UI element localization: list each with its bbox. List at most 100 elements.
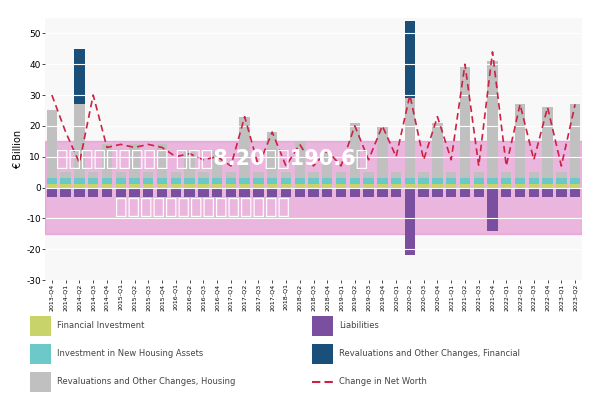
Bar [116, 184, 126, 188]
Text: 空完美下行，日内继续看低一线: 空完美下行，日内继续看低一线 [115, 197, 290, 217]
Bar [102, 144, 112, 178]
Bar [377, 188, 388, 197]
Bar [226, 184, 236, 188]
Bar [501, 178, 511, 184]
Bar [170, 172, 181, 178]
Bar [460, 188, 470, 197]
Bar [143, 184, 154, 188]
Bar [336, 172, 346, 178]
Bar [184, 178, 195, 184]
Bar [88, 184, 98, 188]
Bar [212, 178, 222, 184]
Bar [212, 184, 222, 188]
Bar [432, 178, 443, 184]
Bar [130, 144, 140, 178]
Bar [295, 178, 305, 184]
Bar [170, 188, 181, 197]
Text: Liabilities: Liabilities [339, 322, 379, 330]
Bar [308, 184, 319, 188]
Bar [350, 178, 360, 184]
Bar [336, 188, 346, 197]
Bar [432, 123, 443, 178]
Bar [45, 141, 582, 234]
Bar [116, 178, 126, 184]
Bar [116, 172, 126, 178]
Bar [460, 67, 470, 178]
Bar [226, 172, 236, 178]
Bar [529, 178, 539, 184]
Bar [239, 184, 250, 188]
Bar [446, 172, 457, 178]
Bar [460, 178, 470, 184]
Bar [487, 61, 497, 178]
Bar [267, 184, 277, 188]
Bar [253, 178, 263, 184]
Bar [501, 188, 511, 197]
Bar [529, 172, 539, 178]
Bar [473, 172, 484, 178]
Bar [515, 178, 525, 184]
Bar [377, 126, 388, 178]
Bar [308, 172, 319, 178]
Bar [61, 178, 71, 184]
Bar [515, 184, 525, 188]
Bar [130, 188, 140, 197]
Bar [184, 150, 195, 178]
Text: Change in Net Worth: Change in Net Worth [339, 378, 427, 386]
Bar [143, 188, 154, 197]
Bar [226, 178, 236, 184]
Bar [473, 178, 484, 184]
Bar [446, 188, 457, 197]
Bar [473, 184, 484, 188]
Bar [501, 184, 511, 188]
Bar [308, 178, 319, 184]
Bar [212, 150, 222, 178]
Bar [281, 188, 291, 197]
Bar [157, 178, 167, 184]
Bar [61, 188, 71, 197]
Bar [308, 188, 319, 197]
Bar [405, 184, 415, 188]
Bar [350, 184, 360, 188]
Bar [336, 178, 346, 184]
Bar [364, 184, 374, 188]
Bar [143, 172, 154, 178]
Bar [170, 184, 181, 188]
Bar [432, 184, 443, 188]
Text: 股票杠杆哪里可以做 金宝：8.20锅日190.6上: 股票杠杆哪里可以做 金宝：8.20锅日190.6上 [56, 150, 368, 170]
Bar [157, 144, 167, 178]
Bar [74, 184, 85, 188]
Bar [198, 188, 209, 197]
Bar [446, 184, 457, 188]
Bar [281, 172, 291, 178]
Bar [253, 188, 263, 197]
Bar [267, 132, 277, 178]
Bar [405, 188, 415, 255]
Bar [239, 188, 250, 197]
Bar [473, 188, 484, 197]
Bar [281, 184, 291, 188]
Bar [487, 178, 497, 184]
Bar [364, 178, 374, 184]
Bar [336, 184, 346, 188]
Bar [198, 172, 209, 178]
Bar [487, 184, 497, 188]
Bar [116, 188, 126, 197]
Bar [322, 178, 332, 184]
Bar [350, 188, 360, 197]
Bar [239, 117, 250, 178]
Bar [515, 188, 525, 197]
Bar [542, 184, 553, 188]
Bar [130, 178, 140, 184]
Bar [88, 188, 98, 197]
Bar [47, 188, 57, 197]
Bar [253, 184, 263, 188]
Bar [212, 188, 222, 197]
Bar [130, 184, 140, 188]
Bar [74, 178, 85, 184]
Bar [391, 172, 401, 178]
Bar [267, 188, 277, 197]
Bar [501, 172, 511, 178]
Bar [542, 178, 553, 184]
Bar [322, 188, 332, 197]
